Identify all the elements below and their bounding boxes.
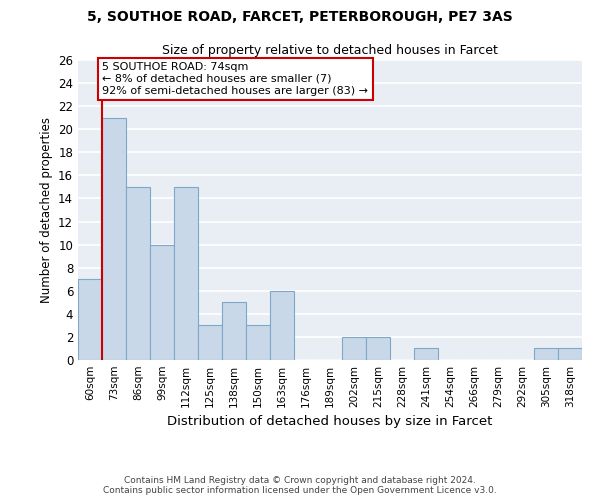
Text: 5 SOUTHOE ROAD: 74sqm
← 8% of detached houses are smaller (7)
92% of semi-detach: 5 SOUTHOE ROAD: 74sqm ← 8% of detached h…: [103, 62, 368, 96]
Bar: [414, 348, 438, 360]
Bar: [126, 187, 150, 360]
Bar: [174, 187, 198, 360]
Text: Contains HM Land Registry data © Crown copyright and database right 2024.
Contai: Contains HM Land Registry data © Crown c…: [103, 476, 497, 495]
Title: Size of property relative to detached houses in Farcet: Size of property relative to detached ho…: [162, 44, 498, 58]
Bar: [198, 326, 222, 360]
Bar: [366, 337, 390, 360]
Bar: [270, 291, 294, 360]
Bar: [150, 244, 174, 360]
Bar: [222, 302, 246, 360]
X-axis label: Distribution of detached houses by size in Farcet: Distribution of detached houses by size …: [167, 416, 493, 428]
Bar: [102, 118, 126, 360]
Bar: [558, 348, 582, 360]
Y-axis label: Number of detached properties: Number of detached properties: [40, 117, 53, 303]
Bar: [534, 348, 558, 360]
Bar: [342, 337, 366, 360]
Bar: [246, 326, 270, 360]
Text: 5, SOUTHOE ROAD, FARCET, PETERBOROUGH, PE7 3AS: 5, SOUTHOE ROAD, FARCET, PETERBOROUGH, P…: [87, 10, 513, 24]
Bar: [78, 279, 102, 360]
